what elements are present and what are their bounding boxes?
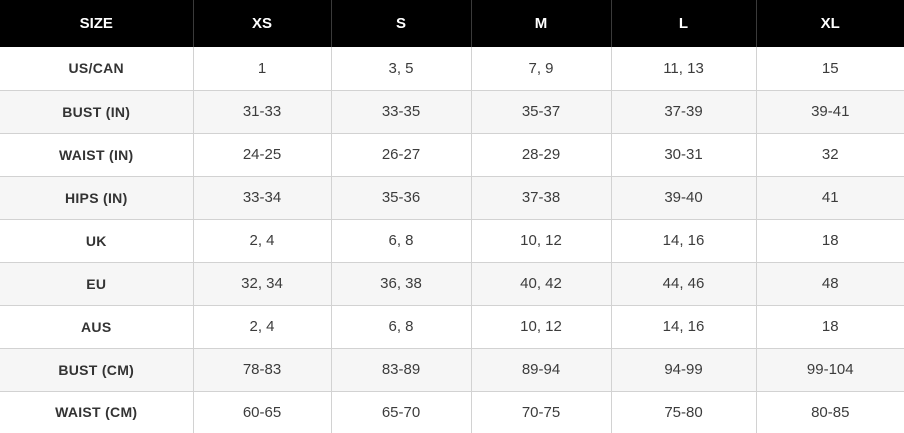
row-label: BUST (IN) xyxy=(0,90,193,134)
table-cell: 10, 12 xyxy=(470,219,611,263)
row-label: US/CAN xyxy=(0,47,193,91)
table-cell: 80-85 xyxy=(755,391,904,433)
row-label: WAIST (IN) xyxy=(0,133,193,177)
table-cell: 37-39 xyxy=(610,90,756,134)
table-cell: 10, 12 xyxy=(470,305,611,349)
table-cell: 78-83 xyxy=(192,348,331,392)
table-cell: 33-35 xyxy=(330,90,471,134)
table-cell: 65-70 xyxy=(330,391,471,433)
table-cell: 31-33 xyxy=(192,90,331,134)
table-cell: 44, 46 xyxy=(610,262,756,306)
column-header-xl: XL xyxy=(755,0,904,47)
table-cell: 30-31 xyxy=(610,133,756,177)
table-row: HIPS (IN) 33-34 35-36 37-38 39-40 41 xyxy=(0,176,904,220)
table-cell: 7, 9 xyxy=(470,47,611,91)
table-cell: 26-27 xyxy=(330,133,471,177)
table-cell: 24-25 xyxy=(192,133,331,177)
row-label: EU xyxy=(0,262,193,306)
table-cell: 3, 5 xyxy=(330,47,471,91)
table-cell: 28-29 xyxy=(470,133,611,177)
table-cell: 1 xyxy=(192,47,331,91)
table-cell: 11, 13 xyxy=(610,47,756,91)
table-row: UK 2, 4 6, 8 10, 12 14, 16 18 xyxy=(0,219,904,263)
table-row: BUST (CM) 78-83 83-89 89-94 94-99 99-104 xyxy=(0,348,904,392)
table-cell: 37-38 xyxy=(470,176,611,220)
table-cell: 83-89 xyxy=(330,348,471,392)
table-cell: 99-104 xyxy=(755,348,904,392)
table-cell: 32 xyxy=(755,133,904,177)
table-cell: 15 xyxy=(755,47,904,91)
table-cell: 60-65 xyxy=(192,391,331,433)
table-cell: 40, 42 xyxy=(470,262,611,306)
row-label: WAIST (CM) xyxy=(55,404,138,421)
table-cell: 35-36 xyxy=(330,176,471,220)
column-header-l: L xyxy=(610,0,756,47)
table-cell: 14, 16 xyxy=(610,219,756,263)
table-cell: 94-99 xyxy=(610,348,756,392)
table-cell: 2, 4 xyxy=(192,219,331,263)
table-cell: 2, 4 xyxy=(192,305,331,349)
table-row: AUS 2, 4 6, 8 10, 12 14, 16 18 xyxy=(0,305,904,349)
table-cell: 36, 38 xyxy=(330,262,471,306)
table-cell: 75-80 xyxy=(610,391,756,433)
table-row: EU 32, 34 36, 38 40, 42 44, 46 48 xyxy=(0,262,904,306)
row-label: AUS xyxy=(0,305,193,349)
table-cell: 89-94 xyxy=(470,348,611,392)
table-cell: 35-37 xyxy=(470,90,611,134)
table-cell: 18 xyxy=(755,219,904,263)
row-label: UK xyxy=(0,219,193,263)
table-cell: 6, 8 xyxy=(330,219,471,263)
table-cell: 32, 34 xyxy=(192,262,331,306)
table-cell: 41 xyxy=(755,176,904,220)
table-cell: 6, 8 xyxy=(330,305,471,349)
size-chart-body: US/CAN 1 3, 5 7, 9 11, 13 15 BUST (IN) 3… xyxy=(0,47,904,433)
table-row: WAIST (IN) 24-25 26-27 28-29 30-31 32 xyxy=(0,133,904,177)
table-cell: 33-34 xyxy=(192,176,331,220)
column-header-size: SIZE xyxy=(0,0,193,47)
table-row: US/CAN 1 3, 5 7, 9 11, 13 15 xyxy=(0,47,904,91)
table-cell: 39-40 xyxy=(610,176,756,220)
table-row: BUST (IN) 31-33 33-35 35-37 37-39 39-41 xyxy=(0,90,904,134)
table-cell: 14, 16 xyxy=(610,305,756,349)
table-cell: 39-41 xyxy=(755,90,904,134)
table-cell: 48 xyxy=(755,262,904,306)
size-chart-header: SIZE XS S M L XL xyxy=(0,0,904,47)
header-row: SIZE XS S M L XL xyxy=(0,0,904,47)
table-cell: 70-75 xyxy=(470,391,611,433)
table-row: WAIST (CM) 60-65 65-70 70-75 75-80 80-85 xyxy=(0,391,904,433)
column-header-s: S xyxy=(330,0,471,47)
row-label: BUST (CM) xyxy=(0,348,193,392)
table-cell: 18 xyxy=(755,305,904,349)
column-header-xs: XS xyxy=(192,0,331,47)
column-header-m: M xyxy=(470,0,611,47)
row-label: HIPS (IN) xyxy=(0,176,193,220)
